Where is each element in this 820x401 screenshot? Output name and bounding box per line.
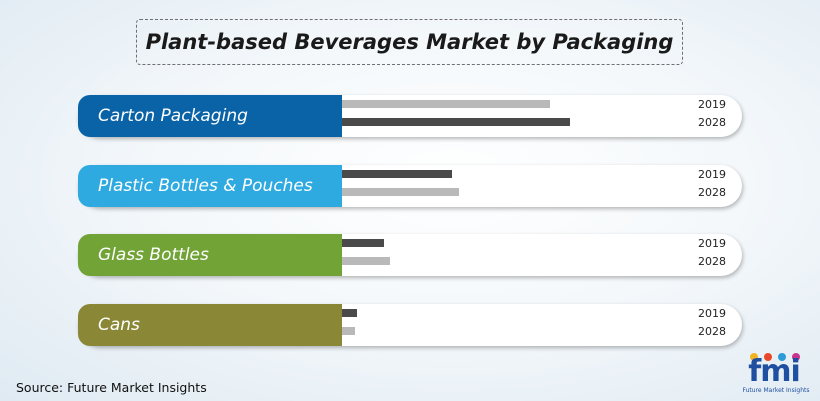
bar-2019 (342, 309, 357, 317)
bar-group (342, 170, 459, 196)
bar-2028 (342, 327, 355, 335)
bar-2019 (342, 100, 550, 108)
year-label: 2028 (698, 255, 726, 268)
bar-2019 (342, 170, 452, 178)
logo-text: fmi (748, 354, 801, 389)
chart-title: Plant-based Beverages Market by Packagin… (145, 30, 674, 54)
fmi-logo: fmi Future Market Insights (738, 351, 814, 397)
year-label: 2028 (698, 186, 726, 199)
category-label: Cans (78, 304, 342, 346)
year-label: 2019 (698, 168, 726, 181)
category-row: Carton Packaging 2019 2028 (78, 95, 742, 137)
category-label: Glass Bottles (78, 234, 342, 276)
bar-group (342, 309, 357, 335)
bar-2028 (342, 188, 459, 196)
year-label: 2028 (698, 116, 726, 129)
category-label: Plastic Bottles & Pouches (78, 165, 342, 207)
year-label: 2019 (698, 98, 726, 111)
year-label: 2019 (698, 237, 726, 250)
source-note: Source: Future Market Insights (16, 380, 207, 395)
year-label: 2028 (698, 325, 726, 338)
category-row: Glass Bottles 2019 2028 (78, 234, 742, 276)
logo-subtitle: Future Market Insights (742, 387, 810, 394)
year-label: 2019 (698, 307, 726, 320)
bar-group (342, 100, 570, 126)
title-box: Plant-based Beverages Market by Packagin… (136, 19, 683, 65)
category-row: Plastic Bottles & Pouches 2019 2028 (78, 165, 742, 207)
bar-2019 (342, 239, 384, 247)
category-label: Carton Packaging (78, 95, 342, 137)
bar-group (342, 239, 390, 265)
bar-2028 (342, 257, 390, 265)
bar-2028 (342, 118, 570, 126)
category-row: Cans 2019 2028 (78, 304, 742, 346)
